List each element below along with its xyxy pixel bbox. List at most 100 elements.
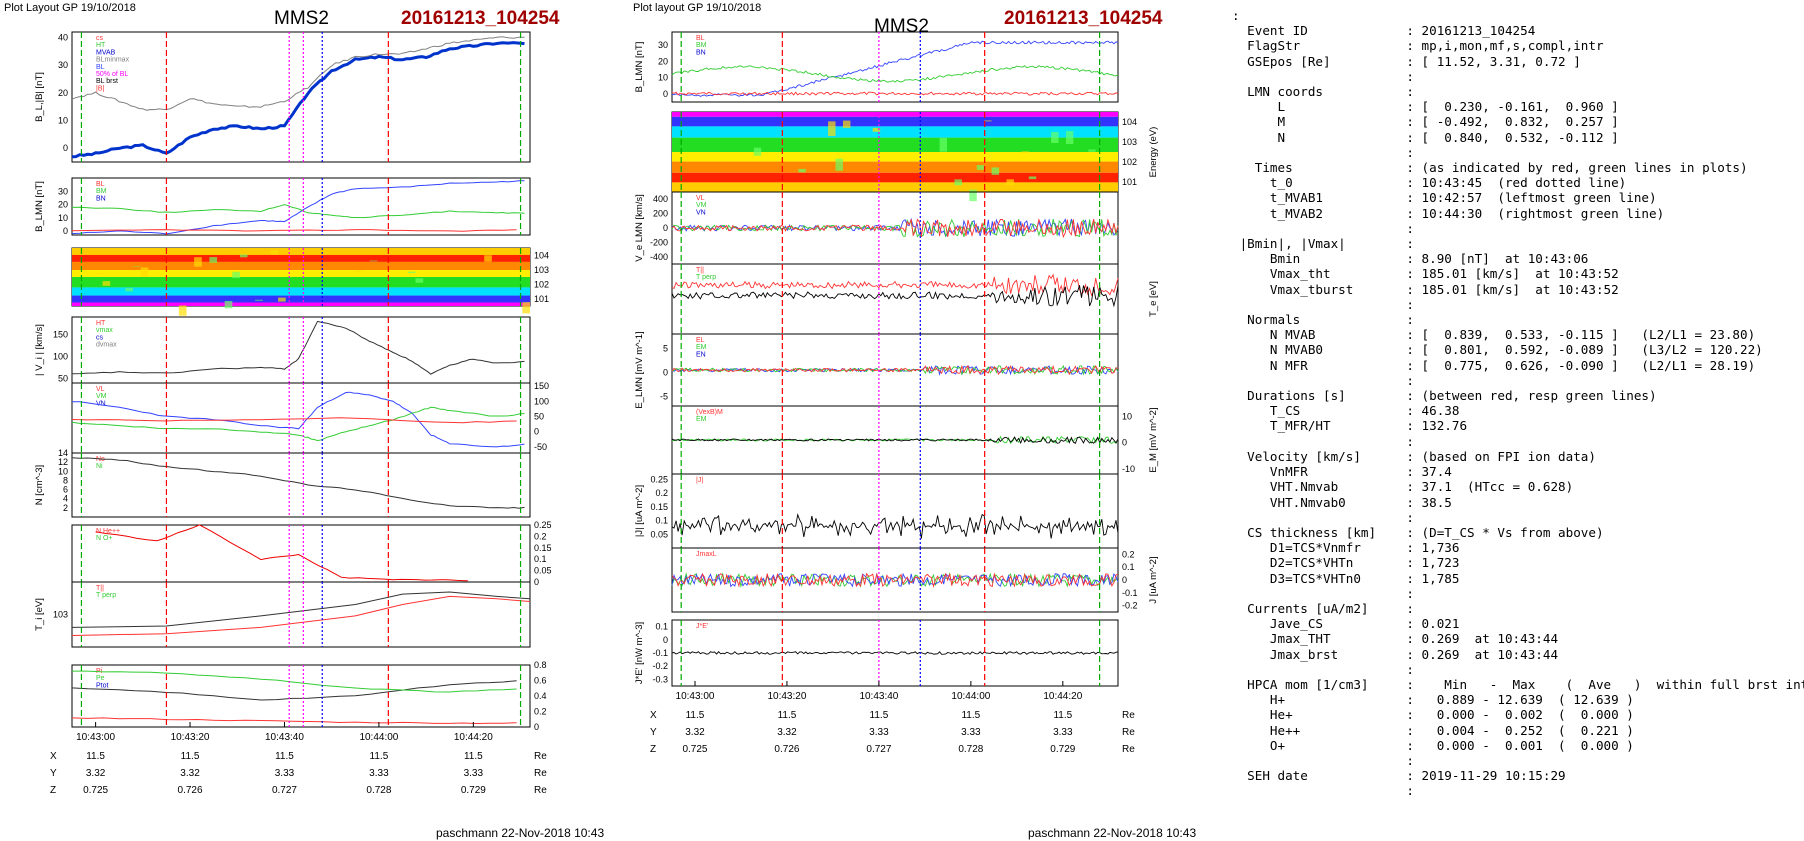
- right-pos-value: 11.5: [1053, 710, 1072, 721]
- right-spectrogram-speckle: [1021, 151, 1029, 153]
- summary-line: :: [1232, 433, 1414, 449]
- left-spectrogram-band: [72, 261, 530, 271]
- right-spectrogram-speckle: [872, 127, 881, 132]
- event-summary-text: : Event ID : 20161213_104254 FlagStr : m…: [1232, 8, 1804, 799]
- summary-line: Jave_CS : 0.021: [1232, 616, 1460, 632]
- left-panel-frame: [71, 31, 531, 163]
- right-ytick-label: 0.1: [1122, 562, 1135, 572]
- left-pos-row-label: Y: [50, 768, 57, 779]
- left-legend-entry: BL: [96, 181, 105, 188]
- summary-line: Vmax_tht : 185.01 [km/s] at 10:43:52: [1232, 266, 1619, 282]
- right-ytick-label: -0.1: [652, 648, 668, 658]
- right-pos-value: 3.33: [961, 727, 981, 738]
- right-spectrogram-band: [672, 152, 1118, 162]
- left-spectrogram-speckle: [484, 255, 492, 262]
- right-spectrogram-speckle: [753, 147, 762, 156]
- right-spectrogram-speckle: [835, 158, 843, 171]
- left-panel-frame: [71, 382, 531, 454]
- left-ytick-label: 20: [58, 88, 68, 98]
- right-ytick-label: 30: [658, 40, 668, 50]
- left-spectrogram-speckle: [209, 257, 218, 263]
- left-series-nhe: [95, 524, 468, 582]
- right-spectrogram-band: [672, 161, 1118, 173]
- left-ytick-label: 50: [58, 374, 68, 384]
- left-legend-entry: HT: [96, 42, 106, 49]
- right-noisy-trace: [671, 217, 1119, 238]
- right-ytick-label: 102: [1122, 157, 1137, 167]
- right-ylabel: |J| [uA m^-2]: [634, 485, 645, 537]
- left-series-vm: [71, 406, 525, 442]
- right-spectrogram-speckle: [842, 120, 851, 128]
- left-legend-entry: BM: [96, 188, 107, 195]
- left-spectrogram-speckle: [255, 299, 263, 301]
- right-ytick-label: -400: [650, 252, 668, 262]
- left-ylabel: T_i [eV]: [34, 598, 45, 631]
- summary-line: N MVAB0 : [ 0.801, 0.592, -0.089 ] (L3/L…: [1232, 342, 1763, 358]
- right-legend-entry: BL: [696, 35, 705, 42]
- right-ytick-label: -200: [650, 237, 668, 247]
- left-series-bl: [71, 180, 525, 235]
- right-ytick-label: 0.1: [655, 516, 668, 526]
- left-xtick-label: 10:43:00: [76, 732, 115, 743]
- right-pos-value: 11.5: [778, 710, 797, 721]
- left-ylabel: B_L,|B| [nT]: [34, 72, 45, 122]
- right-ytick-label: -0.2: [652, 661, 668, 671]
- right-ytick-label: 0: [1122, 438, 1127, 448]
- left-xtick-label: 10:43:20: [171, 732, 210, 743]
- left-spectrogram-speckle: [140, 267, 149, 277]
- right-spectrogram-speckle: [1006, 179, 1014, 186]
- right-noisy-trace: [671, 651, 1119, 655]
- left-legend-entry: cs: [96, 334, 104, 341]
- left-ytick-label: 0.1: [534, 554, 547, 564]
- right-noisy-trace: [671, 364, 1119, 376]
- left-spectrogram-band: [72, 302, 530, 306]
- left-pos-value: 11.5: [86, 751, 105, 762]
- left-pos-value: 0.727: [272, 785, 297, 796]
- right-legend-entry: J*E': [696, 623, 708, 630]
- right-spectrogram-band: [672, 126, 1118, 138]
- left-pos-value: 11.5: [464, 751, 483, 762]
- summary-line: :: [1232, 68, 1414, 84]
- left-pos-row-label: X: [50, 751, 57, 762]
- left-spectrogram-band: [72, 254, 530, 262]
- summary-line: :: [1232, 296, 1414, 312]
- left-pos-value: 11.5: [181, 751, 200, 762]
- summary-line: He+ : 0.000 - 0.002 ( 0.000 ): [1232, 707, 1634, 723]
- right-ytick-label: 0.2: [1122, 549, 1135, 559]
- right-ylabel: Energy (eV): [1148, 127, 1159, 178]
- left-pos-value: 0.729: [461, 785, 486, 796]
- right-spectrogram-band: [672, 172, 1118, 183]
- left-spectrogram-speckle: [522, 302, 530, 314]
- left-pos-value: 11.5: [275, 751, 294, 762]
- left-legend-entry: T perp: [96, 592, 116, 599]
- left-panel-frame: [71, 524, 531, 583]
- right-spectrogram-speckle: [1028, 176, 1037, 180]
- right-legend-entry: JmaxL: [696, 551, 717, 558]
- right-legend-entry: (VexB)M: [696, 409, 723, 416]
- summary-line: |Bmin|, |Vmax| :: [1232, 236, 1414, 252]
- left-series-ptot: [71, 680, 517, 701]
- left-spectrogram-speckle: [232, 271, 240, 279]
- left-ytick-label: 100: [534, 396, 549, 406]
- left-spectrogram-speckle: [194, 257, 202, 267]
- summary-line: Event ID : 20161213_104254: [1232, 23, 1536, 39]
- right-pos-value: 3.33: [869, 727, 889, 738]
- summary-line: L : [ 0.230, -0.161, 0.960 ]: [1232, 99, 1619, 115]
- summary-line: FlagStr : mp,i,mon,mf,s,compl,intr: [1232, 38, 1604, 54]
- right-ylabel: B_LMN [nT]: [634, 42, 645, 93]
- left-spectrogram-speckle: [178, 305, 187, 316]
- left-pos-value: 3.32: [86, 768, 106, 779]
- left-pos-unit: Re: [534, 785, 547, 796]
- right-pos-value: 0.726: [774, 744, 799, 755]
- right-pos-value: 3.32: [777, 727, 797, 738]
- left-ytick-label: 0.6: [534, 676, 547, 686]
- left-pos-row-label: Z: [50, 785, 56, 796]
- left-series-tpar: [71, 595, 531, 636]
- left-spectrogram-speckle: [102, 281, 111, 286]
- right-ytick-label: 20: [658, 56, 668, 66]
- right-noisy-trace: [671, 572, 1119, 589]
- left-series-pe: [71, 717, 517, 725]
- left-legend-entry: N He++: [96, 528, 120, 535]
- left-ytick-label: -50: [534, 442, 547, 452]
- right-ytick-label: 0: [663, 89, 668, 99]
